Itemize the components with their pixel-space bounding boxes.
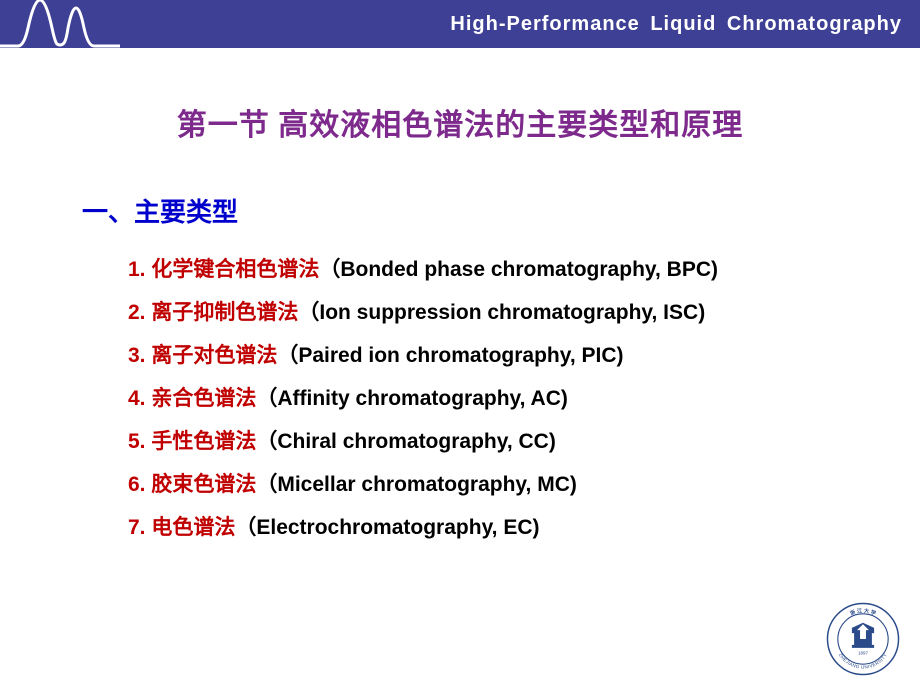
- item-en: Paired ion chromatography, PIC): [298, 344, 623, 367]
- item-number: 2.: [128, 301, 146, 324]
- item-cn: 胶束色谱法: [151, 473, 256, 496]
- item-cn: 亲合色谱法: [151, 387, 256, 410]
- list-item: 1. 化学键合相色谱法（Bonded phase chromatography,…: [128, 259, 920, 280]
- section-title: 一、主要类型: [82, 192, 920, 229]
- list-item: 5. 手性色谱法（Chiral chromatography, CC): [128, 431, 920, 452]
- item-paren: （: [256, 387, 277, 410]
- item-paren: （: [319, 258, 340, 281]
- header-title: High-Performance Liquid Chromatography: [450, 13, 902, 36]
- item-cn: 化学键合相色谱法: [151, 258, 319, 281]
- header-bar: High-Performance Liquid Chromatography: [0, 0, 920, 48]
- list-item: 7. 电色谱法（Electrochromatography, EC): [128, 517, 920, 538]
- slide-main-title: 第一节 高效液相色谱法的主要类型和原理: [0, 100, 920, 144]
- list-item: 4. 亲合色谱法（Affinity chromatography, AC): [128, 388, 920, 409]
- item-en: Electrochromatography, EC): [256, 516, 539, 539]
- item-number: 5.: [128, 430, 146, 453]
- list-item: 3. 离子对色谱法（Paired ion chromatography, PIC…: [128, 345, 920, 366]
- item-cn: 手性色谱法: [151, 430, 256, 453]
- svg-text:浙 江 大 学: 浙 江 大 学: [849, 606, 878, 617]
- list-item: 6. 胶束色谱法（Micellar chromatography, MC): [128, 474, 920, 495]
- item-number: 6.: [128, 473, 146, 496]
- item-paren: （: [298, 301, 319, 324]
- item-number: 4.: [128, 387, 146, 410]
- item-en: Affinity chromatography, AC): [277, 387, 568, 410]
- item-cn: 电色谱法: [151, 516, 235, 539]
- item-paren: （: [256, 430, 277, 453]
- item-cn: 离子对色谱法: [151, 344, 277, 367]
- item-paren: （: [235, 516, 256, 539]
- item-number: 3.: [128, 344, 146, 367]
- item-en: Bonded phase chromatography, BPC): [340, 258, 718, 281]
- item-en: Chiral chromatography, CC): [277, 430, 555, 453]
- item-en: Micellar chromatography, MC): [277, 473, 577, 496]
- type-list: 1. 化学键合相色谱法（Bonded phase chromatography,…: [128, 259, 920, 538]
- item-en: Ion suppression chromatography, ISC): [319, 301, 705, 324]
- item-paren: （: [256, 473, 277, 496]
- svg-text:1897: 1897: [858, 651, 868, 656]
- item-number: 1.: [128, 258, 146, 281]
- list-item: 2. 离子抑制色谱法（Ion suppression chromatograph…: [128, 302, 920, 323]
- item-cn: 离子抑制色谱法: [151, 301, 298, 324]
- item-number: 7.: [128, 516, 146, 539]
- item-paren: （: [277, 344, 298, 367]
- university-logo-icon: 浙 江 大 学 ZHEJIANG UNIVERSITY 1897: [826, 602, 900, 676]
- chromatogram-peak-icon: [0, 0, 120, 52]
